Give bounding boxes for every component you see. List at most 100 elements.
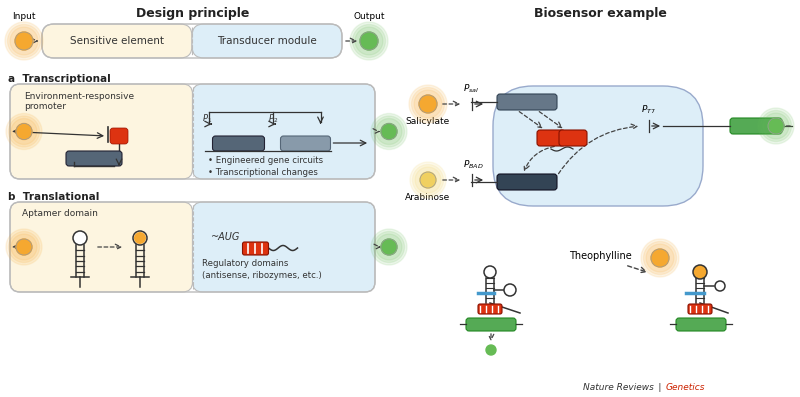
Text: Salicylate: Salicylate [406,117,450,126]
Circle shape [641,239,679,277]
FancyBboxPatch shape [66,151,122,166]
Circle shape [411,87,445,121]
FancyBboxPatch shape [193,202,375,292]
Circle shape [10,27,38,55]
FancyBboxPatch shape [466,318,516,331]
Circle shape [360,32,378,50]
Circle shape [761,110,791,141]
FancyBboxPatch shape [559,130,587,146]
Circle shape [15,32,33,50]
Text: Gene 1: Gene 1 [222,139,254,148]
Circle shape [693,265,707,279]
Circle shape [6,229,42,265]
Circle shape [768,118,784,134]
Circle shape [376,234,402,260]
FancyBboxPatch shape [10,202,193,292]
Circle shape [419,95,437,113]
Circle shape [6,114,42,150]
Text: $P_{sal}$: $P_{sal}$ [463,83,479,95]
Text: T7pol: T7pol [514,177,541,187]
Circle shape [73,231,87,245]
Text: Design principle: Design principle [136,7,250,20]
Text: ~AUG: ~AUG [210,232,240,242]
Text: Output: Output [686,320,715,329]
Text: Arabinose: Arabinose [406,193,450,202]
Circle shape [758,108,794,144]
FancyBboxPatch shape [497,94,557,110]
Circle shape [763,113,789,139]
Circle shape [7,25,41,58]
FancyBboxPatch shape [730,118,782,134]
Text: $P_{BAD}$: $P_{BAD}$ [463,158,484,171]
Text: Nature Reviews |: Nature Reviews | [583,383,666,392]
Text: Output: Output [740,121,772,131]
Circle shape [11,234,37,260]
FancyBboxPatch shape [110,128,128,144]
Circle shape [643,241,677,274]
Text: • Engineered gene circuits
• Transcriptional changes: • Engineered gene circuits • Transcripti… [209,156,324,177]
FancyBboxPatch shape [676,318,726,331]
Circle shape [413,164,443,195]
Circle shape [353,25,386,58]
FancyBboxPatch shape [688,304,712,314]
Text: b  Translational: b Translational [8,192,99,202]
Text: supD: supD [514,97,539,107]
Circle shape [371,229,407,265]
Circle shape [350,22,388,60]
Circle shape [420,172,436,188]
Text: Output: Output [354,12,385,21]
Circle shape [134,232,146,244]
Circle shape [409,85,447,123]
Circle shape [371,114,407,150]
FancyBboxPatch shape [213,136,265,151]
Circle shape [646,244,674,272]
Text: Environment-responsive
promoter: Environment-responsive promoter [24,92,134,112]
Circle shape [16,239,32,255]
FancyBboxPatch shape [242,242,269,255]
Text: $P_2$: $P_2$ [269,112,278,125]
Circle shape [374,116,405,147]
Circle shape [374,231,405,262]
Text: Aptamer domain: Aptamer domain [22,209,98,218]
Text: TAG: TAG [541,133,561,143]
Circle shape [16,123,32,139]
Text: $P_{T7}$: $P_{T7}$ [641,104,656,116]
Text: Regulatory domains
(antisense, ribozymes, etc.): Regulatory domains (antisense, ribozymes… [202,259,322,280]
Circle shape [381,123,397,139]
Circle shape [486,345,496,355]
Text: Input: Input [12,12,36,21]
Circle shape [9,116,39,147]
Circle shape [355,27,383,55]
Text: Biosensor example: Biosensor example [534,7,666,20]
Circle shape [11,118,37,145]
Circle shape [5,22,43,60]
FancyBboxPatch shape [192,24,342,58]
Circle shape [410,162,446,198]
FancyBboxPatch shape [42,24,192,58]
FancyBboxPatch shape [537,130,565,146]
Text: Gene 2: Gene 2 [290,139,322,148]
Text: a  Transcriptional: a Transcriptional [8,74,110,84]
FancyBboxPatch shape [281,136,330,151]
FancyBboxPatch shape [497,174,557,190]
Text: Transducer module: Transducer module [217,36,317,46]
Text: Output: Output [477,320,506,329]
Text: TAG: TAG [563,133,583,143]
Circle shape [504,284,516,296]
FancyBboxPatch shape [478,304,502,314]
FancyBboxPatch shape [493,86,703,206]
Circle shape [415,167,441,193]
FancyBboxPatch shape [10,84,193,179]
Text: Sensitive element: Sensitive element [70,36,164,46]
Text: Gene: Gene [82,154,106,163]
Circle shape [484,266,496,278]
Circle shape [376,118,402,145]
Circle shape [651,249,669,267]
Text: $P_1$: $P_1$ [202,112,213,125]
Circle shape [9,231,39,262]
Circle shape [381,239,397,255]
Text: Theophylline: Theophylline [569,251,631,261]
Text: Genetics: Genetics [666,383,706,392]
FancyBboxPatch shape [193,84,375,179]
Circle shape [133,231,147,245]
